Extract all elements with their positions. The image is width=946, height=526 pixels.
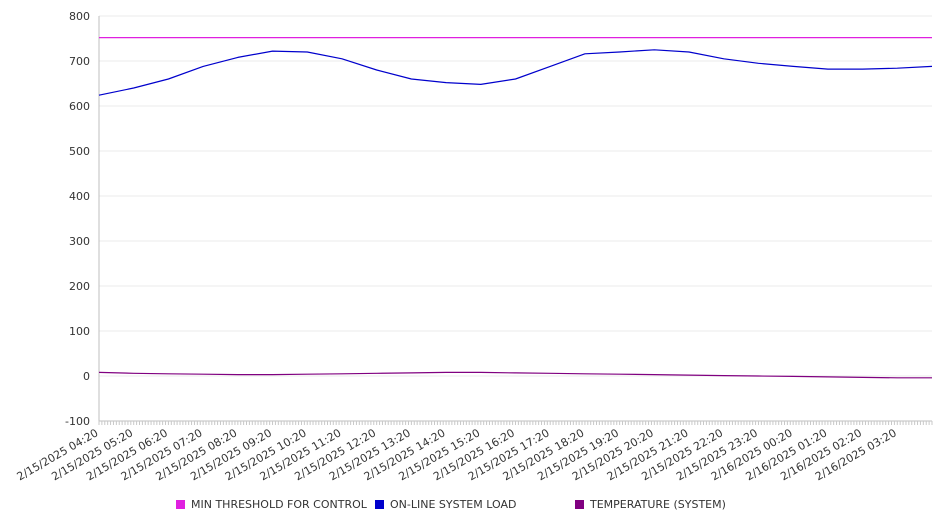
legend-item-temperature: TEMPERATURE (SYSTEM) bbox=[575, 497, 726, 513]
y-tick-label: 300 bbox=[69, 235, 90, 248]
legend-label-threshold: MIN THRESHOLD FOR CONTROL bbox=[191, 498, 367, 511]
legend-label-system-load: ON-LINE SYSTEM LOAD bbox=[390, 498, 517, 511]
legend-item-system-load: ON-LINE SYSTEM LOAD bbox=[375, 497, 516, 513]
y-tick-label: 700 bbox=[69, 55, 90, 68]
x-axis-ticks: 2/15/2025 04:202/15/2025 05:202/15/2025 … bbox=[15, 421, 933, 483]
y-tick-label: 500 bbox=[69, 145, 90, 158]
legend-swatch-temperature bbox=[575, 500, 584, 509]
axes bbox=[98, 16, 932, 422]
y-tick-label: 800 bbox=[69, 10, 90, 23]
legend-swatch-threshold bbox=[176, 500, 185, 509]
y-tick-label: 400 bbox=[69, 190, 90, 203]
series-line-system-load bbox=[98, 49, 933, 96]
y-tick-label: 200 bbox=[69, 280, 90, 293]
y-tick-label: 600 bbox=[69, 100, 90, 113]
legend-item-threshold: MIN THRESHOLD FOR CONTROL bbox=[176, 497, 367, 513]
y-tick-label: -100 bbox=[65, 415, 90, 428]
y-tick-label: 100 bbox=[69, 325, 90, 338]
legend: MIN THRESHOLD FOR CONTROL ON-LINE SYSTEM… bbox=[0, 497, 946, 517]
legend-swatch-system-load bbox=[375, 500, 384, 509]
legend-label-temperature: TEMPERATURE (SYSTEM) bbox=[590, 498, 726, 511]
grid-lines bbox=[99, 15, 932, 422]
y-axis-ticks: -100 0 100 200 300 400 500 600 700 800 bbox=[65, 10, 90, 428]
series-line-temperature bbox=[98, 371, 932, 379]
y-tick-label: 0 bbox=[83, 370, 90, 383]
series-lines bbox=[98, 36, 933, 379]
